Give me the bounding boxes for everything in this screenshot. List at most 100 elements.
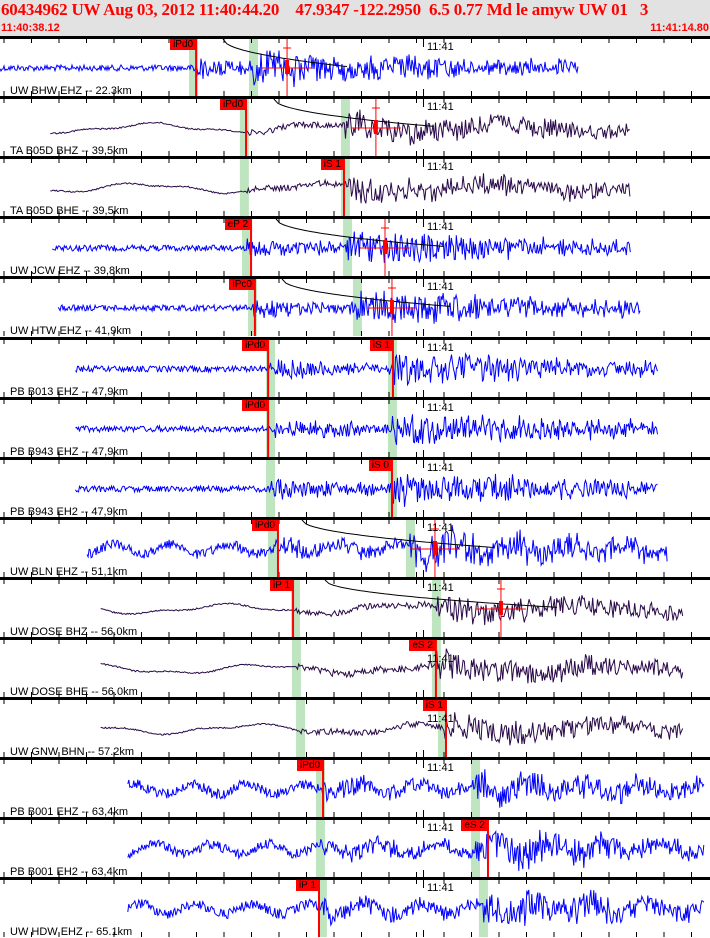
minute-label: 11:41 — [427, 653, 454, 665]
phase-pick-label[interactable]: iPd0 — [251, 519, 278, 531]
station-label: UW DOSE BHZ -- 56.0km — [10, 625, 138, 637]
waveform-trace — [100, 712, 684, 746]
predicted-arrival-band — [266, 339, 276, 397]
waveform-trace — [57, 291, 641, 325]
window-start-time: 11:40:38.12 — [1, 22, 60, 34]
phase-pick-label[interactable]: iS 1 — [320, 159, 344, 171]
coda-marker-box — [498, 600, 503, 615]
waveform-trace — [100, 595, 684, 626]
station-label: UW HDW EHZ -- 65.1km — [10, 926, 133, 938]
coda-marker-box — [389, 300, 394, 315]
station-label: UW JCW EHZ -- 39,8km — [10, 265, 130, 277]
minute-label: 11:41 — [427, 521, 454, 534]
phase-pick-label[interactable]: iPd0 — [242, 339, 269, 351]
waveform-trace — [127, 830, 705, 872]
waveform-trace — [50, 173, 631, 204]
coda-marker-box — [432, 540, 437, 555]
minute-label: 11:41 — [427, 41, 454, 53]
trace-plot — [3, 700, 692, 758]
phase-pick-label[interactable]: eP 2 — [224, 219, 252, 231]
trace-panel[interactable]: eS 2 11:41 PB B001 EH2 -- 63,4km — [0, 817, 710, 878]
coda-decay-curve — [273, 99, 434, 127]
coda-marker-box — [383, 240, 388, 255]
predicted-arrival-band — [352, 279, 362, 337]
waveform-trace — [100, 648, 684, 684]
station-label: PB B943 EH2 -- 47,9km — [10, 505, 128, 517]
minute-label: 11:41 — [427, 401, 454, 414]
trace-panel[interactable]: iPd0 11:41 UW BLN EHZ -- 51,1km — [0, 516, 710, 577]
trace-panel[interactable]: iP 1 11:41 UW HDW EHZ -- 65.1km — [0, 877, 710, 938]
predicted-arrival-band — [340, 99, 350, 157]
predicted-arrival-band — [290, 579, 300, 637]
trace-panel[interactable]: eP 2 11:41 UW JCW EHZ -- 39,8km — [0, 216, 710, 277]
trace-panel[interactable]: iPd0 11:41 TA B05D BHZ -- 39,5km — [0, 96, 710, 157]
waveform-trace — [75, 413, 658, 445]
predicted-arrival-band — [387, 399, 397, 457]
minute-label: 11:41 — [427, 101, 454, 114]
coda-decay-curve — [281, 279, 451, 308]
predicted-arrival-band — [248, 39, 258, 96]
waveform-trace — [86, 524, 668, 572]
waveform-trace — [127, 890, 705, 928]
trace-panel[interactable]: iP 1 11:41 UW DOSE BHZ -- 56.0km — [0, 576, 710, 637]
predicted-arrival-band — [296, 700, 306, 758]
waveform-trace — [75, 351, 658, 387]
trace-panel[interactable]: iPd0 iS 1 11:41 PB B013 EHZ -- 47,9km — [0, 336, 710, 397]
trace-panel[interactable]: eS 2 11:41 UW DOSE BHE -- 56.0km — [0, 637, 710, 697]
phase-pick-label[interactable]: eS 2 — [409, 640, 436, 651]
predicted-arrival-band — [317, 880, 327, 938]
phase-pick-label[interactable]: iPc0 — [229, 279, 255, 291]
station-label: UW DOSE BHE -- 56.0km — [10, 686, 138, 697]
station-label: TA B05D BHZ -- 39,5km — [10, 145, 128, 157]
phase-pick-label[interactable]: eS 2 — [461, 820, 488, 832]
predicted-arrival-band — [239, 159, 249, 217]
waveform-trace — [127, 769, 705, 808]
trace-panel[interactable]: iS 1 11:41 TA B05D BHE -- 39,5km — [0, 156, 710, 217]
waveform-trace — [50, 109, 631, 146]
station-label: TA B05D BHE -- 39,5km — [10, 205, 129, 217]
station-label: UW BLN EHZ -- 51,1km — [10, 565, 128, 577]
station-label: PB B013 EHZ -- 47,9km — [10, 385, 128, 397]
phase-pick-label[interactable]: iPd0 — [220, 99, 247, 111]
minute-label: 11:41 — [427, 581, 454, 594]
trace-panel[interactable]: iPc0 11:41 UW HTW EHZ -- 41,9km — [0, 276, 710, 337]
predicted-arrival-band — [239, 99, 249, 157]
trace-panel[interactable]: iPd0 11:41 UW BHW EHZ -- 22.3km — [0, 36, 710, 96]
event-title: 60434962 UW Aug 03, 2012 11:40:44.20 47.… — [1, 0, 649, 19]
minute-label: 11:41 — [427, 221, 454, 234]
phase-pick-label[interactable]: iP 1 — [295, 880, 319, 892]
trace-panel[interactable]: iS 0 11:41 PB B943 EH2 -- 47,9km — [0, 456, 710, 517]
trace-panel[interactable]: iPd0 11:41 PB B943 EHZ -- 47,9km — [0, 396, 710, 457]
minute-label: 11:41 — [427, 341, 454, 354]
trace-plot — [3, 579, 692, 637]
predicted-arrival-band — [471, 760, 481, 818]
phase-pick-label[interactable]: iPd0 — [297, 760, 324, 772]
phase-pick-label[interactable]: iS 1 — [369, 339, 393, 351]
minute-label: 11:41 — [427, 161, 454, 174]
trace-plot — [3, 279, 692, 337]
minute-label: 11:41 — [427, 281, 454, 294]
station-label: UW BHW EHZ -- 22.3km — [10, 85, 132, 96]
minute-label: 11:41 — [427, 882, 454, 895]
station-label: UW HTW EHZ -- 41,9km — [10, 325, 131, 337]
minute-label: 11:41 — [427, 461, 454, 474]
phase-pick-label[interactable]: iS 1 — [422, 700, 446, 712]
coda-decay-curve — [275, 219, 445, 248]
trace-plot — [3, 99, 692, 157]
phase-pick-label[interactable]: iS 0 — [368, 459, 392, 471]
phase-pick-label[interactable]: iPd0 — [242, 399, 269, 411]
trace-plot — [3, 399, 692, 457]
coda-decay-curve — [301, 519, 494, 548]
trace-panel[interactable]: iPd0 11:41 PB B001 EHZ -- 63,4km — [0, 757, 710, 818]
phase-pick-label[interactable]: iP 1 — [270, 579, 294, 591]
phase-pick-label[interactable]: iPd0 — [170, 39, 197, 50]
coda-decay-curve — [324, 579, 558, 608]
minute-label: 11:41 — [427, 822, 454, 835]
station-label: PB B001 EHZ -- 63,4km — [10, 806, 128, 818]
coda-marker-box — [285, 60, 290, 74]
event-header: 60434962 UW Aug 03, 2012 11:40:44.20 47.… — [0, 0, 710, 36]
trace-panel[interactable]: iS 1 11:41 UW GNW BHN -- 57.2km — [0, 697, 710, 758]
minute-label: 11:41 — [427, 713, 454, 726]
minute-label: 11:41 — [427, 762, 454, 775]
window-end-time: 11:41:14.80 — [650, 22, 709, 34]
